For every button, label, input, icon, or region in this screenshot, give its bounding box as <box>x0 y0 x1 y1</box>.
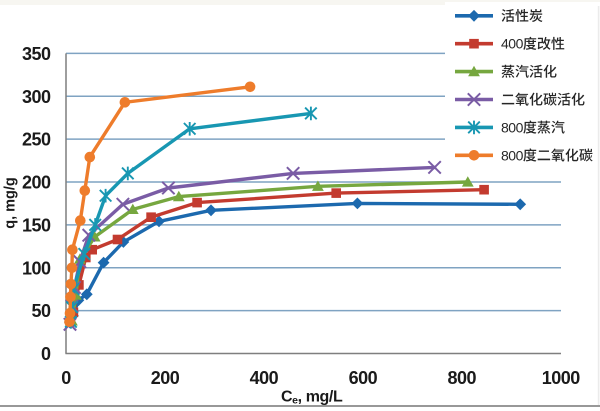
svg-text:1000: 1000 <box>542 368 581 388</box>
svg-text:200: 200 <box>151 368 180 388</box>
svg-text:Ce, mg/L: Ce, mg/L <box>281 389 343 407</box>
svg-text:200: 200 <box>22 173 51 193</box>
svg-text:400: 400 <box>250 368 279 388</box>
svg-text:50: 50 <box>31 301 51 321</box>
svg-text:800: 800 <box>501 147 524 163</box>
svg-text:q, mg/g: q, mg/g <box>3 177 19 229</box>
svg-text:800: 800 <box>448 368 477 388</box>
svg-text:0: 0 <box>61 368 71 388</box>
svg-text:350: 350 <box>22 44 51 64</box>
svg-text:400: 400 <box>501 36 524 52</box>
svg-text:0: 0 <box>41 344 51 364</box>
svg-text:100: 100 <box>22 258 51 278</box>
svg-text:800: 800 <box>501 119 524 135</box>
svg-text:250: 250 <box>22 130 51 150</box>
svg-text:600: 600 <box>349 368 378 388</box>
svg-text:300: 300 <box>22 87 51 107</box>
svg-text:150: 150 <box>22 216 51 236</box>
